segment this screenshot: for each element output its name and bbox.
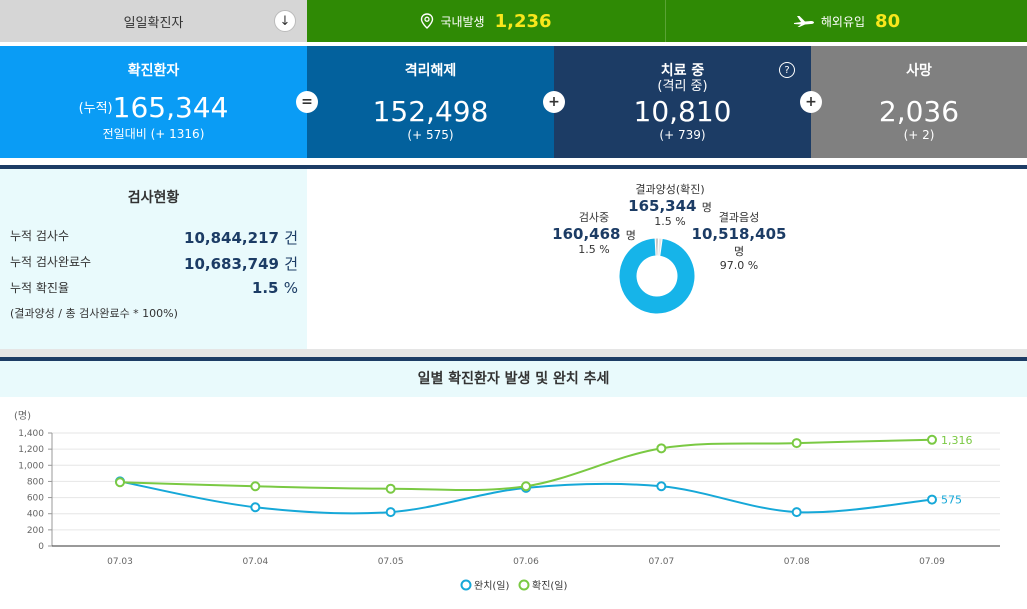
confirmed-series-point[interactable] <box>927 434 937 445</box>
confirmed-box: 확진환자 (누적)165,344 전일대비 (+ 1316) <box>0 46 307 158</box>
deaths-box: 사망 2,036 (+ 2) <box>811 46 1027 158</box>
confirmed-total: (누적)165,344 <box>0 92 307 125</box>
overseas-cases: 해외유입 80 <box>666 0 1027 42</box>
overseas-label: 해외유입 <box>820 14 866 29</box>
domestic-value: 1,236 <box>494 10 552 32</box>
y-tick-label: 1,400 <box>18 429 44 439</box>
test-status-section: 검사현황 누적 검사수 10,844,217 건 누적 검사완료수 10,683… <box>0 169 1027 349</box>
x-tick-label: 07.06 <box>513 557 539 567</box>
test-row-label: 누적 검사완료수 <box>10 255 92 269</box>
treating-box: 치료 중 (격리 중) 10,810 (+ 739) ? <box>554 46 811 158</box>
treating-subtitle: (격리 중) <box>657 79 708 94</box>
trend-chart-title: 일별 확진환자 발생 및 완치 추세 <box>0 361 1027 397</box>
confirmed-series-point[interactable] <box>250 481 261 492</box>
section-gap <box>0 349 1027 357</box>
equals-icon: = <box>296 91 318 113</box>
confirmed-series-point[interactable] <box>115 477 125 488</box>
recovered-series-point[interactable] <box>791 507 802 518</box>
y-tick-label: 600 <box>27 494 44 504</box>
deaths-change: (+ 2) <box>903 128 935 142</box>
airplane-icon <box>793 16 814 27</box>
test-row: 누적 검사수 10,844,217 건 <box>10 227 298 248</box>
section-divider <box>0 357 1027 361</box>
released-title: 격리해제 <box>404 63 457 79</box>
x-tick-label: 07.07 <box>648 557 674 567</box>
confirmed-series-point[interactable] <box>385 483 396 494</box>
test-row-value: 10,844,217 건 <box>184 229 298 247</box>
deaths-title: 사망 <box>906 63 932 79</box>
recovered-series-point[interactable] <box>385 507 396 518</box>
plus-icon: + <box>800 91 822 113</box>
arrow-down-icon[interactable]: ↓ <box>274 10 296 32</box>
cumulative-prefix: (누적) <box>78 101 113 116</box>
x-tick-label: 07.08 <box>784 557 810 567</box>
recovered-series-end-label: 575 <box>941 494 962 507</box>
donut-label-testing: 검사중 160,468 명 1.5 % <box>552 211 636 256</box>
donut-slice-negative <box>618 237 696 315</box>
recovered-series-point[interactable] <box>656 481 667 492</box>
deaths-value: 2,036 <box>878 95 960 128</box>
y-tick-label: 0 <box>38 542 44 552</box>
positive-rate-formula: (결과양성 / 총 검사완료수 * 100%) <box>10 307 178 320</box>
daily-cases-bar: 일일확진자 ↓ 국내발생 1,236 해외유입 80 <box>0 0 1027 42</box>
daily-cases-toggle[interactable]: 일일확진자 ↓ <box>0 0 307 42</box>
daily-cases-label: 일일확진자 <box>123 15 184 31</box>
y-tick-label: 1,200 <box>18 445 44 455</box>
legend-label[interactable]: 확진(일) <box>532 580 568 592</box>
released-value: 152,498 <box>372 95 489 128</box>
treating-change: (+ 739) <box>659 128 706 142</box>
test-row-value: 1.5 % <box>251 279 298 297</box>
treating-value: 10,810 <box>633 95 732 128</box>
test-donut-chart <box>618 237 696 315</box>
y-tick-label: 800 <box>27 477 44 487</box>
y-tick-label: 200 <box>27 526 44 536</box>
confirmed-series-point[interactable] <box>791 438 802 449</box>
released-change: (+ 575) <box>407 128 454 142</box>
x-tick-label: 07.09 <box>919 557 945 567</box>
recovered-series-point[interactable] <box>927 494 937 505</box>
overseas-value: 80 <box>875 10 901 32</box>
test-row-label: 누적 검사수 <box>10 229 70 243</box>
legend-label[interactable]: 완치(일) <box>474 580 510 592</box>
confirmed-series-point[interactable] <box>656 443 667 454</box>
help-icon[interactable]: ? <box>779 62 795 78</box>
y-tick-label: 1,000 <box>18 461 44 471</box>
donut-label-positive: 결과양성(확진) 165,344 명 1.5 % <box>628 183 712 228</box>
confirmed-series-end-label: 1,316 <box>941 434 973 447</box>
legend-marker[interactable] <box>460 579 472 591</box>
x-tick-label: 07.05 <box>378 557 404 567</box>
test-status-panel: 검사현황 누적 검사수 10,844,217 건 누적 검사완료수 10,683… <box>0 169 307 349</box>
treating-title: 치료 중 <box>660 63 705 79</box>
test-row-label: 누적 확진율 <box>10 281 70 295</box>
y-unit-label: (명) <box>14 410 31 422</box>
donut-label-negative: 결과음성 10,518,405 명 97.0 % <box>691 211 787 272</box>
y-tick-label: 400 <box>27 510 44 520</box>
test-row: 누적 확진율 1.5 % <box>10 279 298 297</box>
confirmed-change: 전일대비 (+ 1316) <box>102 127 205 141</box>
confirmed-title: 확진환자 <box>127 63 180 79</box>
summary-stats: 확진환자 (누적)165,344 전일대비 (+ 1316) 격리해제 152,… <box>0 46 1027 158</box>
test-row-value: 10,683,749 건 <box>184 255 298 273</box>
location-pin-icon <box>421 13 434 29</box>
trend-line-chart: (명) 0 200 400 600 800 1,000 1,200 1,400 07.03 07.0… <box>14 410 1000 592</box>
confirmed-series-point[interactable] <box>521 481 531 492</box>
recovered-series-point[interactable] <box>250 502 261 513</box>
released-box: 격리해제 152,498 (+ 575) <box>307 46 554 158</box>
confirmed-value: 165,344 <box>112 91 229 124</box>
plus-icon: + <box>543 91 565 113</box>
domestic-label: 국내발생 <box>440 14 485 29</box>
legend-marker[interactable] <box>518 579 530 591</box>
test-status-title: 검사현황 <box>127 190 180 206</box>
domestic-cases: 국내발생 1,236 <box>307 0 666 42</box>
section-divider <box>0 165 1027 169</box>
x-tick-label: 07.04 <box>242 557 268 567</box>
test-row: 누적 검사완료수 10,683,749 건 <box>10 253 298 274</box>
test-donut-panel: 결과양성(확진) 165,344 명 1.5 % 검사중 160,468 명 1… <box>307 169 1027 349</box>
x-tick-label: 07.03 <box>107 557 133 567</box>
